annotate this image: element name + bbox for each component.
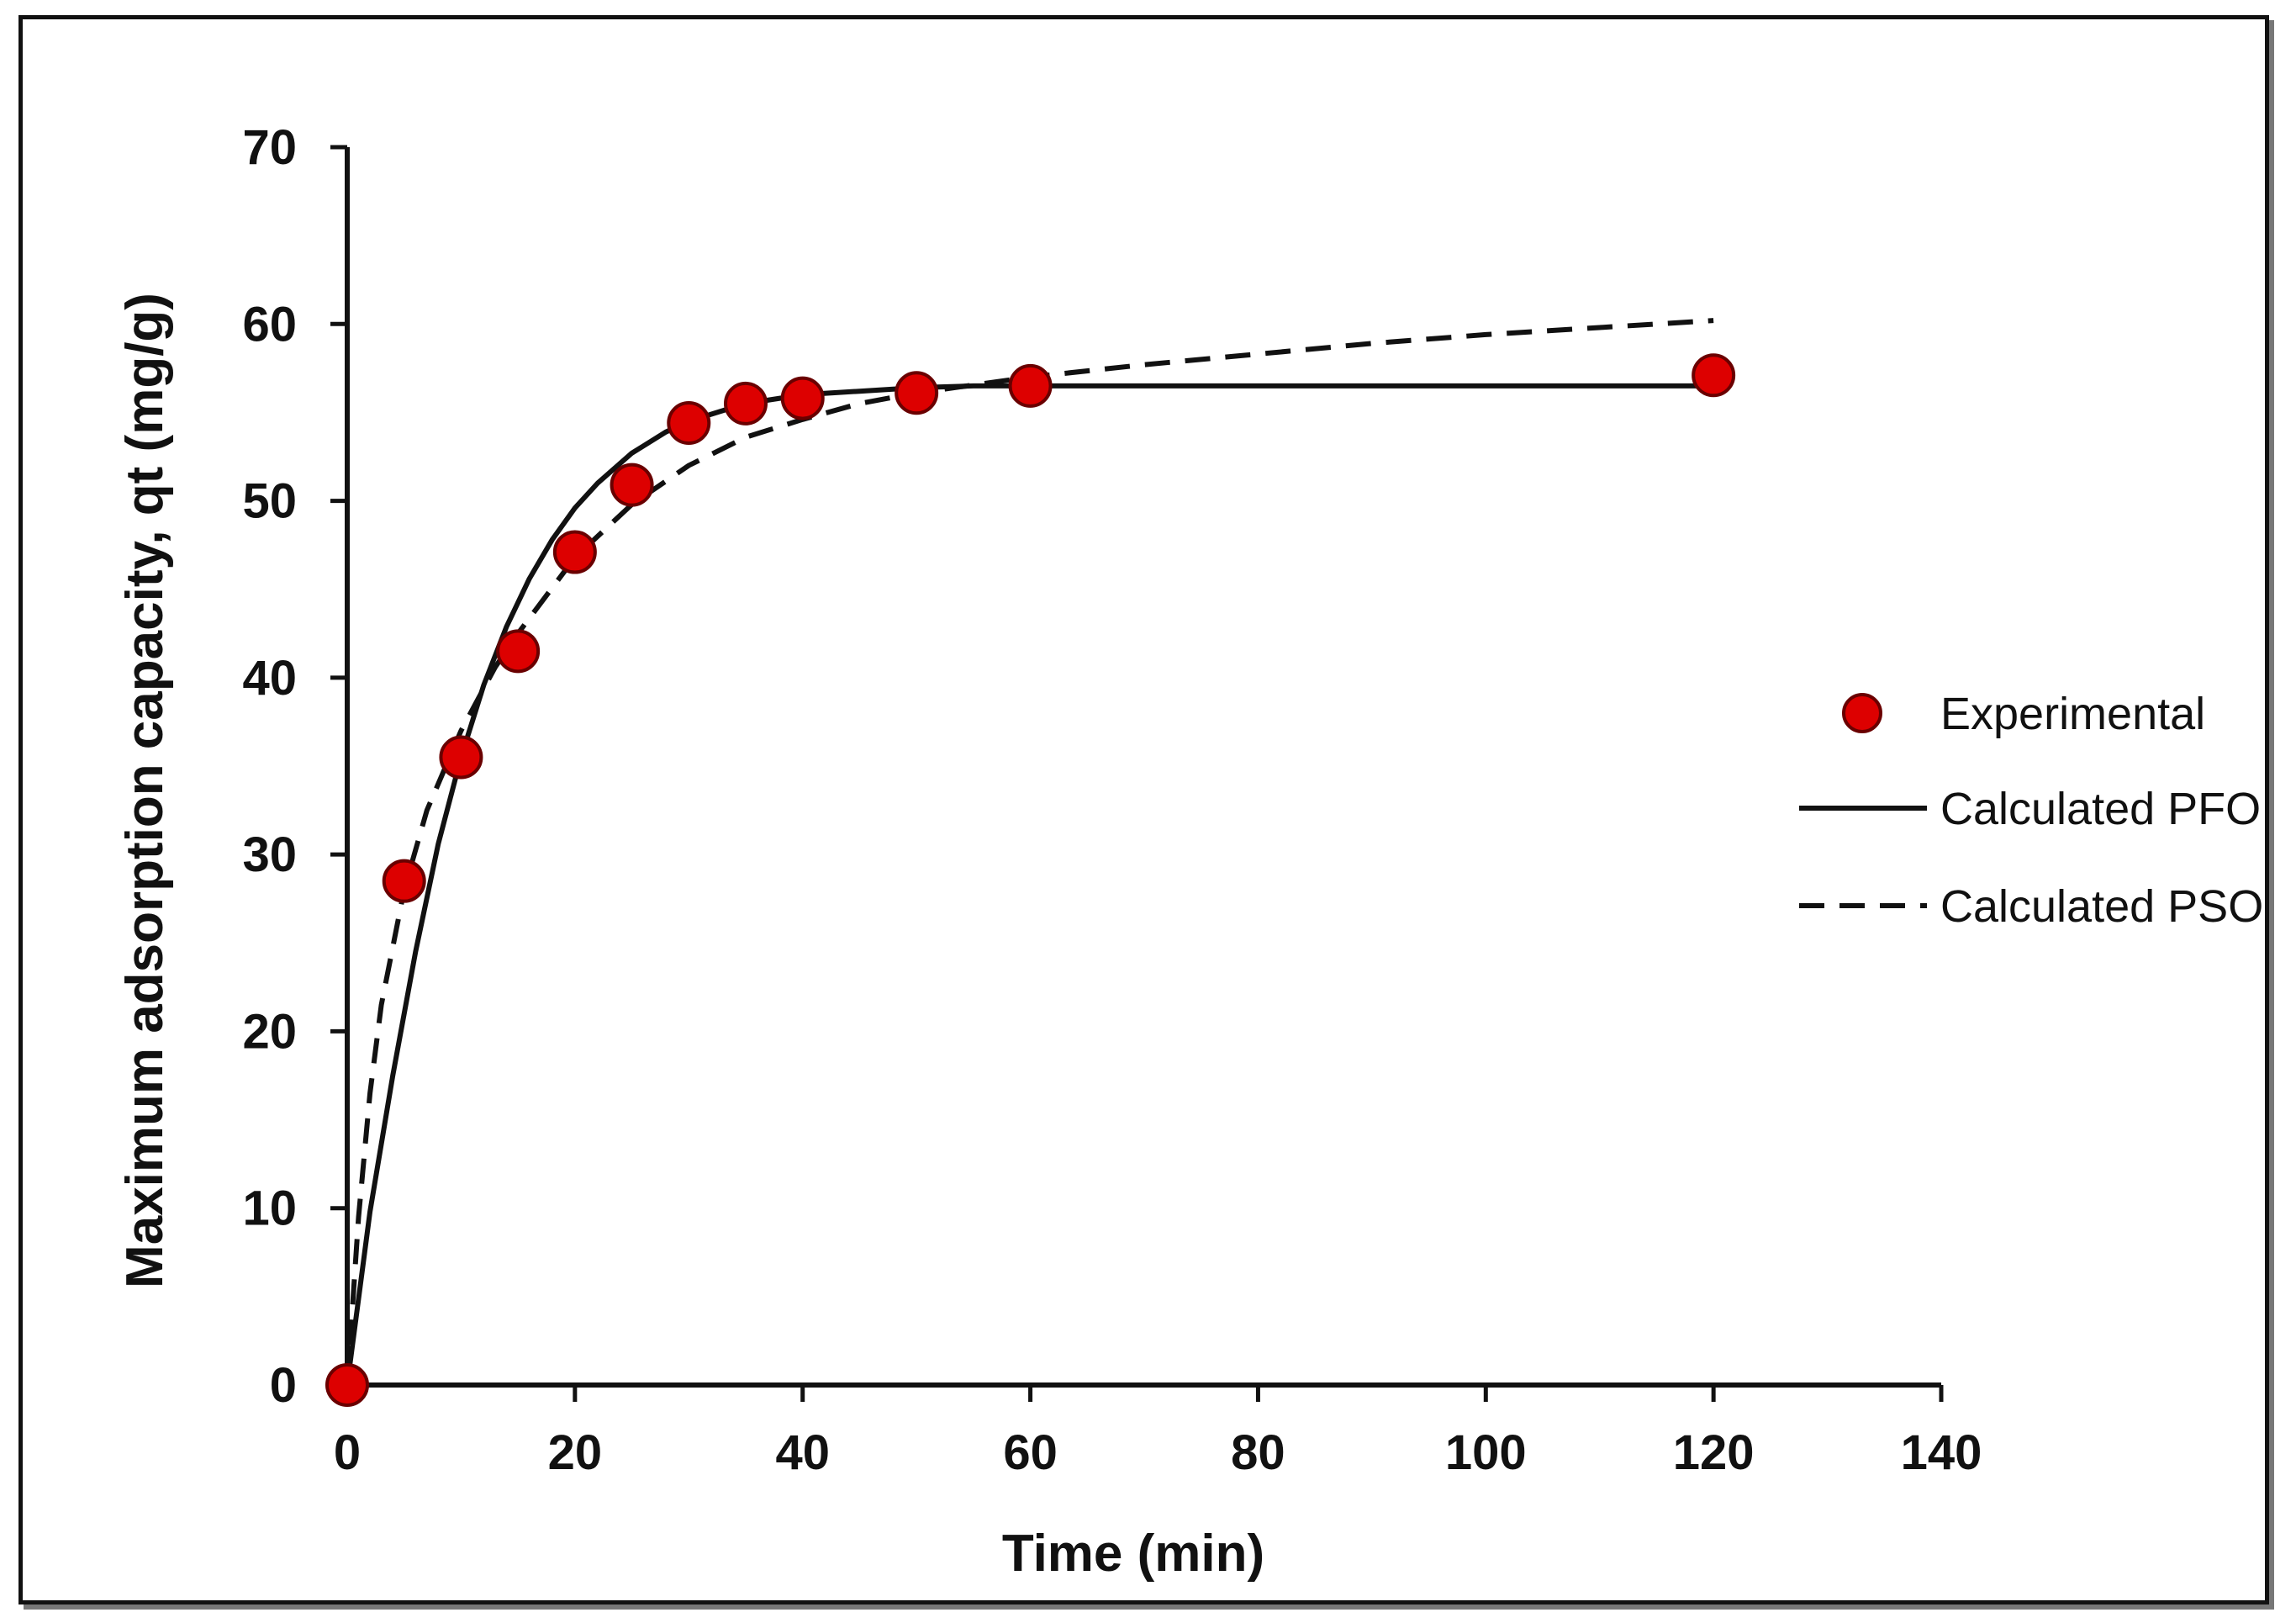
y-tick-label: 10: [242, 1182, 297, 1236]
data-point: [496, 629, 541, 674]
y-tick-label: 70: [242, 120, 297, 175]
legend-label: Calculated PSO: [1940, 881, 2263, 932]
y-tick-label: 0: [270, 1358, 297, 1413]
data-point: [1692, 353, 1736, 398]
data-point: [667, 401, 711, 446]
data-point: [1008, 363, 1053, 408]
x-tick-label: 60: [1003, 1425, 1058, 1480]
legend: Experimental Calculated PFO Calculated PSO: [1799, 689, 2263, 932]
data-point: [382, 859, 426, 903]
data-point: [724, 381, 768, 426]
data-point: [895, 371, 939, 415]
series-line-calculated-pso: [345, 318, 1714, 1386]
x-tick-label: 80: [1231, 1425, 1285, 1480]
y-tick-label: 60: [242, 297, 297, 352]
x-tick-label: 120: [1673, 1425, 1755, 1480]
x-tick-label: 20: [548, 1425, 603, 1480]
series-layer: [325, 318, 1736, 1407]
data-point: [780, 376, 825, 420]
legend-label: Calculated PFO: [1940, 784, 2261, 834]
series-line-calculated-pfo: [345, 383, 1714, 1386]
data-point: [610, 463, 654, 507]
data-point: [552, 530, 597, 574]
legend-label: Experimental: [1940, 689, 2205, 739]
legend-marker-experimental: [1842, 693, 1882, 733]
axes: 0 20 40 60 80 100 120 140 0 10 20 30 40 50 60 70: [242, 120, 1982, 1480]
x-tick-label: 140: [1901, 1425, 1982, 1480]
x-tick-label: 100: [1445, 1425, 1527, 1480]
x-tick-label: 0: [334, 1425, 361, 1480]
y-axis-title: Maximum adsorption capacity, qt (mg/g): [116, 293, 174, 1288]
y-tick-label: 50: [242, 474, 297, 529]
x-tick-label: 40: [775, 1425, 830, 1480]
y-tick-label: 40: [242, 651, 297, 706]
y-tick-label: 20: [242, 1004, 297, 1059]
y-tick-label: 30: [242, 827, 297, 882]
data-point: [325, 1363, 369, 1407]
x-axis-title: Time (min): [1002, 1525, 1264, 1583]
data-point: [439, 735, 483, 780]
